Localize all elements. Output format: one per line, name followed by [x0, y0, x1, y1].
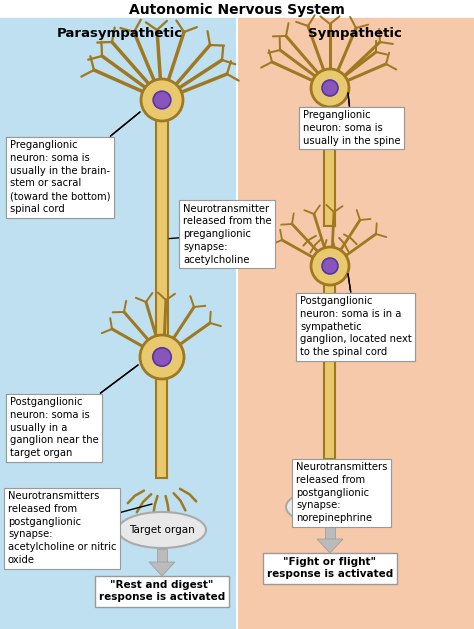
Bar [325, 106, 336, 226]
Bar [0, 18, 237, 629]
Text: Sympathetic: Sympathetic [308, 28, 402, 40]
Text: Preganglionic
neuron: soma is
usually in the brain-
stem or sacral
(toward the b: Preganglionic neuron: soma is usually in… [10, 112, 140, 214]
Text: Target organ: Target organ [129, 525, 195, 535]
Text: Target organ: Target organ [297, 502, 363, 512]
Polygon shape [317, 539, 343, 553]
Circle shape [311, 69, 349, 107]
Text: Postganglionic
neuron: soma is in a
sympathetic
ganglion, located next
to the sp: Postganglionic neuron: soma is in a symp… [300, 274, 412, 357]
Circle shape [153, 348, 171, 366]
Text: Preganglionic
neuron: soma is
usually in the spine: Preganglionic neuron: soma is usually in… [303, 93, 401, 145]
Text: Preganglionic
neuron: soma is
usually in the brain-
stem or sacral
(toward the b: Preganglionic neuron: soma is usually in… [10, 112, 140, 214]
Bar [157, 549, 167, 562]
Text: Preganglionic
neuron: soma is
usually in the spine: Preganglionic neuron: soma is usually in… [303, 93, 401, 145]
Bar [156, 378, 167, 478]
Text: Neurotransmitters
released from
postganglionic
synapse:
norepinephrine: Neurotransmitters released from postgang… [296, 462, 387, 523]
Circle shape [322, 258, 338, 274]
Text: "Rest and digest"
response is activated: "Rest and digest" response is activated [99, 580, 225, 603]
Text: Neurotransmitters
released from
postganglionic
synapse:
acetylcholine or nitric
: Neurotransmitters released from postgang… [8, 491, 152, 565]
Text: Postganglionic
neuron: soma is
usually in a
ganglion near the
target organ: Postganglionic neuron: soma is usually i… [10, 365, 138, 458]
Polygon shape [149, 562, 175, 576]
Text: Postganglionic
neuron: soma is
usually in a
ganglion near the
target organ: Postganglionic neuron: soma is usually i… [10, 365, 138, 458]
Text: "Fight or flight"
response is activated: "Fight or flight" response is activated [267, 557, 393, 579]
Text: Postganglionic
neuron: soma is in a
sympathetic
ganglion, located next
to the sp: Postganglionic neuron: soma is in a symp… [300, 274, 412, 357]
Text: Neurotransmitter
released from the
preganglionic
synapse:
acetylcholine: Neurotransmitter released from the prega… [169, 204, 272, 265]
Circle shape [322, 80, 338, 96]
Circle shape [153, 91, 171, 109]
Bar [237, 18, 474, 629]
Bar [325, 284, 336, 459]
Text: Parasympathetic: Parasympathetic [57, 28, 183, 40]
Ellipse shape [286, 489, 374, 525]
Circle shape [141, 79, 183, 121]
Circle shape [140, 335, 184, 379]
Ellipse shape [118, 512, 206, 548]
Text: Autonomic Nervous System: Autonomic Nervous System [129, 3, 345, 17]
Bar [325, 526, 335, 539]
Bar [156, 119, 168, 349]
Circle shape [311, 247, 349, 285]
